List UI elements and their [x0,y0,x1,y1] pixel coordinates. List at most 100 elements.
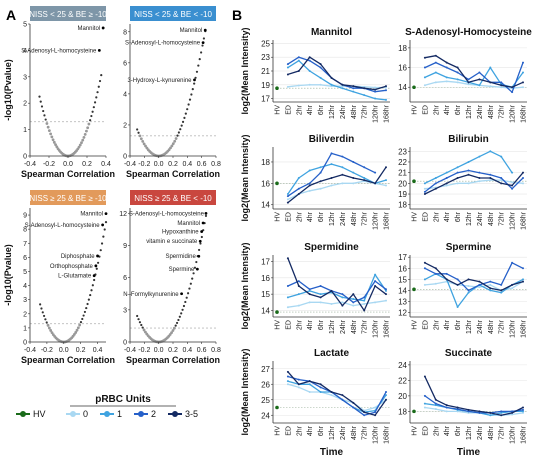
y-tick-label: 17 [261,95,270,104]
x-tick-label: 4hr [444,319,451,330]
series-point [423,261,426,264]
y-tick-label: 9 [123,243,127,250]
series-point [297,59,300,62]
point-label: Mannitol [80,212,103,218]
x-tick-label: 168hr [384,319,391,338]
x-tick-label: 0.0 [59,347,69,354]
series-point [341,155,344,158]
series-point [297,304,300,307]
series-point [319,391,322,393]
x-tick-label: 2hr [433,104,440,115]
data-point [180,312,183,315]
series-point [522,406,524,409]
plot-title: Spermine [446,242,492,253]
legend-label: 0 [83,409,88,419]
data-point [174,324,177,327]
data-point [87,298,90,301]
series-point [330,302,333,305]
y-axis-title: log2(Mean Intensity) [240,242,250,329]
series-point [423,193,426,196]
data-point [142,142,146,146]
point-label: Mannitol [177,221,200,227]
x-tick-label: 120hr [510,104,517,123]
series-point [286,66,289,69]
series-point [522,410,524,413]
series-point [385,288,387,291]
series-point [363,166,366,169]
data-point [170,144,174,148]
x-tick-label: 48hr [488,425,495,440]
labeled-point [195,267,199,271]
data-point [90,114,93,118]
series-point [297,177,300,179]
series-point [330,391,333,393]
series-point [352,177,355,179]
data-point [171,142,175,146]
x-tick-label: 24hr [477,425,484,440]
legend-swatch-dot [104,411,110,417]
series-point [423,278,426,281]
series-point [478,180,481,183]
series-point [363,299,366,302]
series-point [352,304,355,307]
series-point [352,182,355,185]
series-point [467,411,470,414]
series-point [434,408,437,411]
series-line [424,55,524,88]
strip-title: NISS < 25 & BE ≥ -10 [29,10,107,19]
panel-label-a: A [6,7,16,23]
series-point [423,56,426,59]
y-tick-label: 23 [398,147,407,156]
series-point [308,293,311,296]
y-axis-title: log2(Mean Intensity) [240,27,250,114]
series-point [456,66,459,69]
series-point [478,411,481,414]
series-point [308,182,311,185]
x-tick-label: 4hr [444,211,451,222]
series-point [374,411,377,414]
data-point [91,110,94,113]
series-point [352,406,355,409]
series-point [341,182,344,185]
data-point [136,314,139,318]
series-point [363,411,366,414]
series-point [522,81,524,84]
x-axis-title: Time [457,447,481,457]
labeled-point [97,49,101,52]
x-tick-label: 0.4 [182,161,192,168]
series-point [352,90,355,93]
series-point [297,70,300,72]
series-point [522,86,524,89]
data-point [179,128,182,131]
series-point [374,406,377,409]
series-point [478,283,481,286]
data-point [93,278,96,282]
data-point [178,315,181,318]
data-point [193,266,197,269]
x-tick-label: -0.4 [124,161,136,168]
series-point [308,383,311,386]
series-point [374,182,377,185]
y-tick-label: 24 [261,411,270,420]
point-label: S-Adenosyl-L-homocysteine [125,41,201,47]
series-point [423,76,426,79]
series-point [363,85,366,88]
series-point [352,298,355,301]
data-point [72,333,76,336]
y-tick-label: 6 [123,60,127,67]
y-tick-label: 9 [23,213,27,220]
series-point [434,61,437,64]
data-point [174,137,178,140]
data-point [80,141,83,145]
x-tick-label: 0.8 [211,161,221,168]
series-point [385,398,387,401]
x-tick-label: HV [412,212,419,222]
series-point [352,293,355,296]
series-point [511,283,514,286]
data-point [181,308,184,311]
data-point [81,138,85,142]
point-label: Orthophosphate [50,264,94,270]
data-point [43,114,46,117]
series-point [489,411,492,414]
